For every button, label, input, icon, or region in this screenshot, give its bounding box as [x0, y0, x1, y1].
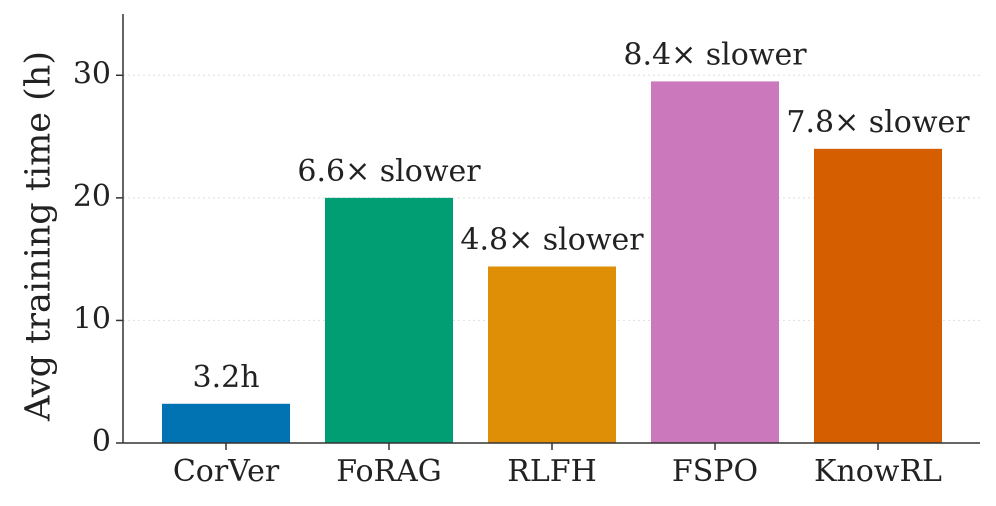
bar-annotation: 3.2h	[192, 360, 259, 395]
bar-annotation: 8.4× slower	[623, 37, 807, 72]
bar	[814, 148, 942, 444]
bar	[651, 81, 779, 444]
bar	[488, 266, 616, 443]
bar	[162, 403, 290, 443]
y-tick-label: 0	[92, 424, 111, 459]
bar-annotation: 4.8× slower	[460, 222, 644, 257]
y-axis-label: Avg training time (h)	[19, 51, 59, 422]
y-tick-label: 30	[73, 56, 111, 91]
bar-annotation: 6.6× slower	[297, 154, 481, 189]
x-tick-label: RLFH	[507, 454, 597, 489]
bar-annotation: 7.8× slower	[786, 105, 970, 140]
y-tick-label: 10	[73, 301, 111, 336]
x-tick-label: KnowRL	[814, 454, 942, 489]
x-tick-label: FSPO	[672, 454, 758, 489]
bar	[325, 197, 453, 443]
x-tick-label: FoRAG	[336, 454, 441, 489]
x-tick-label: CorVer	[173, 454, 280, 489]
y-tick-label: 20	[73, 179, 111, 214]
